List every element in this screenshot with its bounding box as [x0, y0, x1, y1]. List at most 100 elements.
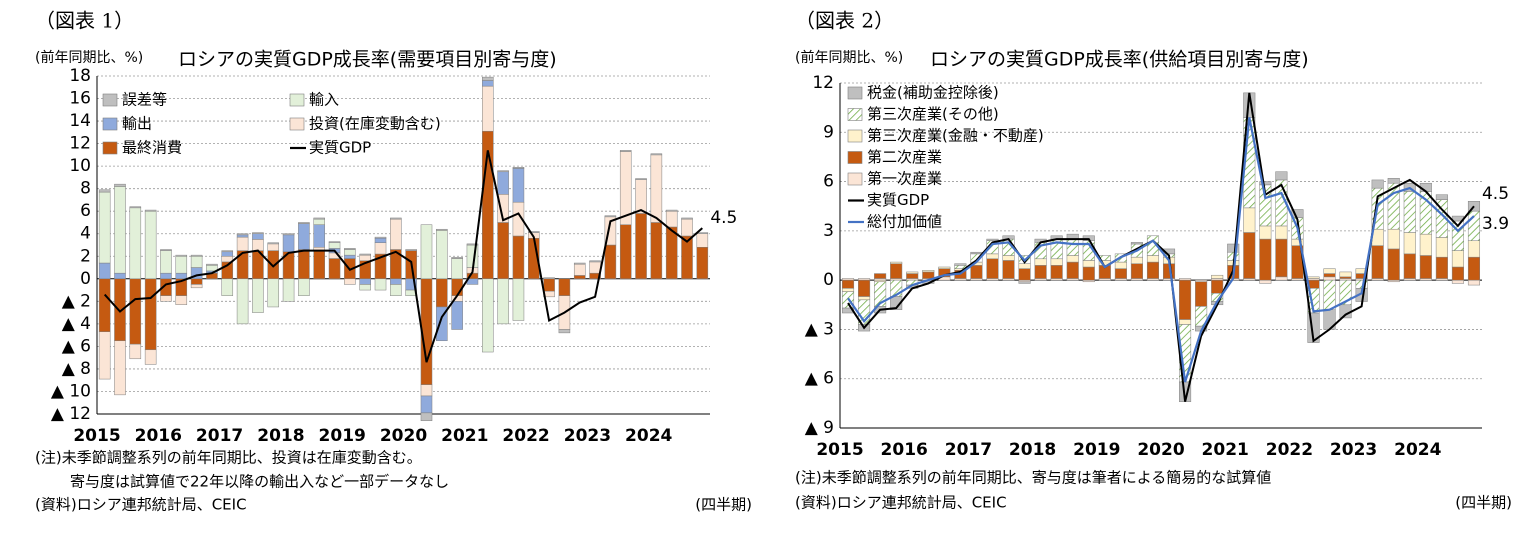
bar-segment: [267, 278, 280, 308]
bar-segment: [512, 168, 525, 203]
bar-segment: [1211, 279, 1224, 294]
bar-segment: [313, 224, 325, 248]
bar-segment: [160, 272, 172, 280]
bar-segment: [190, 278, 203, 285]
bar-segment: [1018, 268, 1031, 281]
bar-segment: [1243, 232, 1256, 279]
y-tick-label: ▲ 6: [805, 369, 834, 389]
legend-swatch: [289, 93, 305, 107]
bar-segment: [1403, 232, 1416, 255]
bar-segment: [359, 284, 371, 291]
bar-segment: [1195, 281, 1208, 307]
bar-segment: [1403, 253, 1416, 279]
bar-segment: [236, 233, 249, 236]
legend-swatch: [102, 117, 118, 131]
x-tick-label: 2021: [1202, 440, 1249, 460]
bar-segment: [144, 210, 157, 280]
bar-segment: [1018, 263, 1031, 269]
x-tick-label: 2022: [502, 426, 549, 446]
x-tick-label: 2015: [816, 440, 863, 460]
bar-segment: [98, 331, 111, 380]
bar-segment: [922, 271, 935, 279]
bar-segment: [1082, 260, 1095, 268]
y-tick-label: 6: [823, 172, 834, 192]
bar-segment: [841, 279, 855, 289]
y-tick-label: 2: [80, 246, 91, 266]
bar-segment: [359, 253, 371, 256]
bar-segment: [282, 278, 295, 302]
x-tick-label: 2016: [881, 440, 928, 460]
legend-swatch: [102, 93, 118, 107]
bar-segment: [313, 218, 325, 225]
bar-segment: [328, 241, 341, 243]
y-tick-label: 6: [80, 201, 91, 221]
x-tick-label: 2020: [380, 426, 427, 446]
bar-segment: [1259, 225, 1272, 240]
x-tick-label: 2019: [319, 426, 366, 446]
y-tick-label: 0: [80, 269, 91, 289]
y-tick-label: ▲ 2: [62, 291, 91, 311]
x-tick-label: 2019: [1073, 440, 1120, 460]
bar-segment: [1082, 266, 1095, 281]
bar-segment: [1050, 258, 1063, 266]
bar-segment: [696, 247, 709, 280]
y-tick-label: 12: [69, 134, 91, 154]
bar-segment: [282, 233, 295, 236]
bar-segment: [1467, 210, 1481, 241]
bar-segment: [374, 236, 387, 239]
bar-segment: [298, 249, 310, 280]
bar-segment: [890, 263, 903, 279]
bar-segment: [906, 273, 919, 279]
bar-segment: [1275, 171, 1288, 181]
bar-segment: [98, 191, 111, 264]
chart: （図表 1） (前年同期比、%) ロシアの実質GDP成長率(需要項目別寄与度) (注)…: [35, 9, 752, 514]
figure-label: （図表 1）: [35, 9, 134, 33]
bar-segment: [175, 295, 188, 305]
y-tick-label: 9: [823, 122, 834, 142]
legend-swatch: [289, 117, 305, 131]
bar-segment: [970, 265, 983, 279]
bar-segment: [527, 231, 540, 233]
bar-segment: [650, 154, 663, 223]
bar-segment: [114, 183, 126, 187]
bar-segment: [374, 278, 387, 291]
bar-segment: [1451, 266, 1464, 281]
y-tick-label: ▲ 10: [51, 381, 91, 401]
bar-segment: [890, 261, 903, 264]
bar-segment: [1307, 276, 1320, 279]
bar-segment: [650, 153, 663, 156]
bar-segment: [252, 232, 264, 234]
bar-segment: [1387, 248, 1400, 281]
bar-segment: [1066, 238, 1079, 256]
bar-segment: [482, 76, 494, 81]
bar-segment: [175, 254, 188, 257]
bar-segment: [160, 249, 172, 251]
bar-segment: [1339, 271, 1352, 278]
bar-segment: [665, 209, 678, 212]
bar-segment: [1371, 179, 1384, 189]
line-series: [847, 117, 1475, 383]
bar-segment: [1114, 261, 1127, 269]
bar-segment: [1066, 255, 1079, 263]
bar-segment: [482, 85, 494, 132]
bar-segment: [650, 222, 663, 280]
bar-segment: [313, 250, 325, 280]
bar-segment: [512, 278, 525, 321]
x-tick-label: 2024: [625, 426, 672, 446]
bar-segment: [160, 295, 172, 302]
bar-segment: [405, 249, 417, 251]
bar-segment: [298, 222, 310, 224]
bar-segment: [129, 343, 142, 360]
legend-label: 第二次産業: [867, 148, 942, 166]
bar-segment: [359, 254, 371, 262]
bar-segment: [482, 278, 494, 353]
bar-segment: [497, 278, 509, 325]
bar-segment: [573, 262, 586, 265]
bar-segment: [298, 223, 310, 250]
legend-label: 第一次産業: [867, 170, 942, 188]
bar-segment: [420, 224, 433, 280]
bar-segment: [1034, 258, 1047, 266]
bar-segment: [390, 218, 402, 250]
bar-segment: [1179, 279, 1192, 320]
